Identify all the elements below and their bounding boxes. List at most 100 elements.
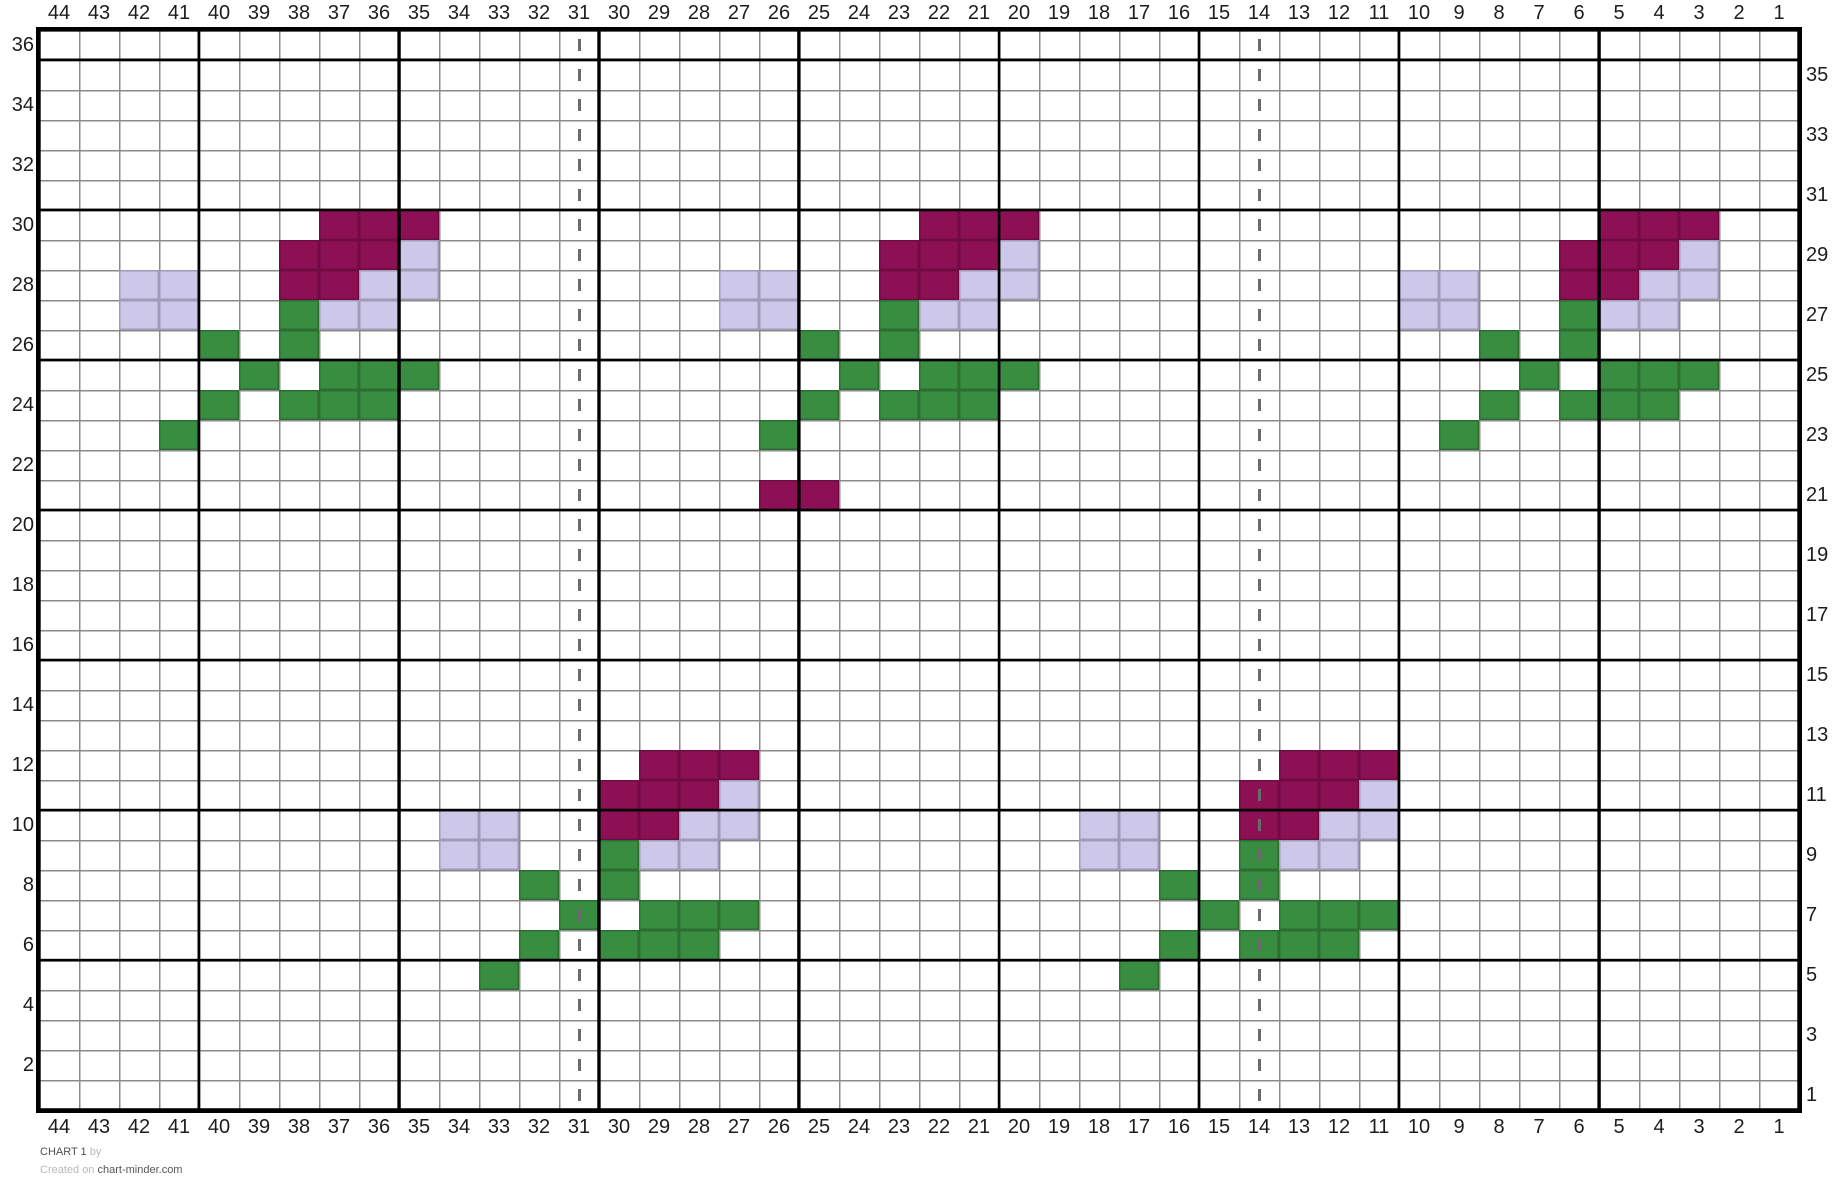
stitch-cell[interactable]: [199, 330, 239, 360]
stitch-cell[interactable]: [399, 360, 439, 390]
stitch-cell[interactable]: [919, 210, 959, 240]
stitch-cell[interactable]: [319, 360, 359, 390]
stitch-cell[interactable]: [1599, 390, 1639, 420]
stitch-cell[interactable]: [919, 240, 959, 270]
stitch-cell[interactable]: [719, 900, 759, 930]
stitch-cell[interactable]: [679, 810, 719, 840]
stitch-cell[interactable]: [999, 270, 1039, 300]
stitch-cell[interactable]: [1519, 360, 1559, 390]
stitch-cell[interactable]: [919, 360, 959, 390]
stitch-cell[interactable]: [879, 270, 919, 300]
stitch-cell[interactable]: [759, 480, 799, 510]
stitch-cell[interactable]: [279, 270, 319, 300]
stitch-cell[interactable]: [1279, 900, 1319, 930]
stitch-cell[interactable]: [439, 810, 479, 840]
stitch-cell[interactable]: [319, 240, 359, 270]
stitch-cell[interactable]: [639, 900, 679, 930]
stitch-cell[interactable]: [359, 360, 399, 390]
stitch-cell[interactable]: [1639, 240, 1679, 270]
stitch-cell[interactable]: [679, 900, 719, 930]
stitch-cell[interactable]: [1639, 210, 1679, 240]
stitch-cell[interactable]: [599, 870, 639, 900]
stitch-cell[interactable]: [1319, 900, 1359, 930]
stitch-cell[interactable]: [1159, 930, 1199, 960]
stitch-cell[interactable]: [679, 930, 719, 960]
stitch-cell[interactable]: [1359, 780, 1399, 810]
stitch-cell[interactable]: [1599, 240, 1639, 270]
stitch-cell[interactable]: [1439, 270, 1479, 300]
stitch-cell[interactable]: [1279, 780, 1319, 810]
stitch-cell[interactable]: [159, 270, 199, 300]
stitch-cell[interactable]: [1079, 840, 1119, 870]
stitch-cell[interactable]: [159, 300, 199, 330]
stitch-cell[interactable]: [1439, 420, 1479, 450]
stitch-cell[interactable]: [999, 240, 1039, 270]
stitch-cell[interactable]: [959, 300, 999, 330]
stitch-cell[interactable]: [1359, 810, 1399, 840]
stitch-cell[interactable]: [1239, 840, 1279, 870]
stitch-cell[interactable]: [1119, 840, 1159, 870]
stitch-cell[interactable]: [959, 210, 999, 240]
stitch-cell[interactable]: [759, 300, 799, 330]
stitch-cell[interactable]: [959, 360, 999, 390]
stitch-cell[interactable]: [1479, 390, 1519, 420]
stitch-cell[interactable]: [1439, 300, 1479, 330]
stitch-cell[interactable]: [1679, 360, 1719, 390]
stitch-cell[interactable]: [639, 810, 679, 840]
stitch-cell[interactable]: [1679, 240, 1719, 270]
stitch-cell[interactable]: [719, 780, 759, 810]
stitch-cell[interactable]: [599, 930, 639, 960]
stitch-cell[interactable]: [1079, 810, 1119, 840]
stitch-cell[interactable]: [599, 840, 639, 870]
stitch-cell[interactable]: [1279, 840, 1319, 870]
stitch-cell[interactable]: [1399, 300, 1439, 330]
stitch-cell[interactable]: [599, 810, 639, 840]
stitch-cell[interactable]: [719, 300, 759, 330]
stitch-cell[interactable]: [279, 300, 319, 330]
stitch-cell[interactable]: [679, 780, 719, 810]
stitch-cell[interactable]: [1639, 270, 1679, 300]
stitch-cell[interactable]: [359, 300, 399, 330]
stitch-cell[interactable]: [639, 780, 679, 810]
stitch-cell[interactable]: [879, 300, 919, 330]
stitch-cell[interactable]: [319, 300, 359, 330]
stitch-cell[interactable]: [399, 270, 439, 300]
stitch-cell[interactable]: [1159, 870, 1199, 900]
stitch-cell[interactable]: [479, 840, 519, 870]
stitch-cell[interactable]: [239, 360, 279, 390]
stitch-cell[interactable]: [799, 480, 839, 510]
stitch-cell[interactable]: [399, 210, 439, 240]
stitch-cell[interactable]: [119, 300, 159, 330]
stitch-cell[interactable]: [759, 270, 799, 300]
stitch-cell[interactable]: [919, 390, 959, 420]
stitch-cell[interactable]: [1679, 270, 1719, 300]
stitch-cell[interactable]: [959, 390, 999, 420]
stitch-cell[interactable]: [1399, 270, 1439, 300]
stitch-cell[interactable]: [1479, 330, 1519, 360]
stitch-cell[interactable]: [1319, 750, 1359, 780]
stitch-cell[interactable]: [1319, 780, 1359, 810]
stitch-cell[interactable]: [879, 240, 919, 270]
stitch-cell[interactable]: [879, 330, 919, 360]
stitch-cell[interactable]: [599, 780, 639, 810]
stitch-cell[interactable]: [279, 390, 319, 420]
stitch-cell[interactable]: [1639, 390, 1679, 420]
stitch-cell[interactable]: [839, 360, 879, 390]
stitch-cell[interactable]: [359, 210, 399, 240]
stitch-cell[interactable]: [719, 810, 759, 840]
stitch-cell[interactable]: [1559, 330, 1599, 360]
stitch-cell[interactable]: [1279, 810, 1319, 840]
stitch-cell[interactable]: [519, 930, 559, 960]
stitch-cell[interactable]: [479, 960, 519, 990]
stitch-cell[interactable]: [1599, 360, 1639, 390]
stitch-cell[interactable]: [639, 930, 679, 960]
stitch-cell[interactable]: [1639, 300, 1679, 330]
stitch-cell[interactable]: [1599, 270, 1639, 300]
stitch-cell[interactable]: [279, 240, 319, 270]
stitch-cell[interactable]: [359, 240, 399, 270]
stitch-cell[interactable]: [1599, 210, 1639, 240]
stitch-cell[interactable]: [519, 870, 559, 900]
stitch-cell[interactable]: [1279, 750, 1319, 780]
stitch-cell[interactable]: [1119, 810, 1159, 840]
stitch-cell[interactable]: [1559, 390, 1599, 420]
